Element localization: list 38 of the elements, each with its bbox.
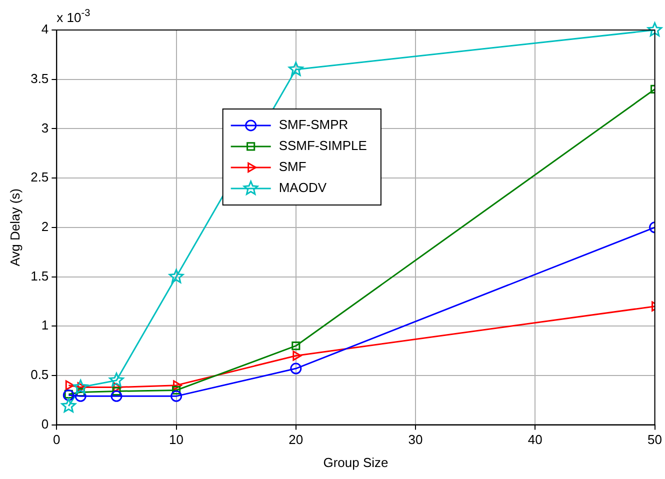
x-axis-title: Group Size <box>323 454 388 470</box>
x-tick-label: 10 <box>169 432 184 448</box>
legend-label: SMF-SMPR <box>278 117 348 132</box>
x-tick-label: 0 <box>53 432 60 448</box>
point <box>172 386 181 395</box>
y-tick-label: 2.5 <box>30 170 49 185</box>
x-tick-label: 40 <box>528 432 542 448</box>
point <box>61 398 76 412</box>
point <box>292 342 300 350</box>
x-tick-label: 20 <box>288 432 304 448</box>
point <box>647 22 662 36</box>
point <box>73 380 88 394</box>
point <box>109 372 124 387</box>
y-axis-title: Avg Delay (s) <box>7 188 22 266</box>
point <box>168 269 184 284</box>
y-tick-label: 0 <box>41 416 49 432</box>
point <box>290 362 302 374</box>
legend-label: SSMF-SIMPLE <box>278 138 368 154</box>
point <box>64 390 73 398</box>
y-tick-label: 3.5 <box>30 70 49 86</box>
point <box>288 62 304 76</box>
x-tick-label: 50 <box>648 432 662 448</box>
point <box>62 389 74 401</box>
y-tick-label: 1 <box>41 318 49 333</box>
point <box>170 390 182 402</box>
legend-label: MAODV <box>278 180 327 196</box>
y-tick-label: 3 <box>41 120 49 136</box>
legend-label: SMF <box>278 159 306 174</box>
point <box>74 390 86 402</box>
y-tick-label: 0.5 <box>30 367 49 382</box>
y-tick-label: 1.5 <box>30 268 49 284</box>
y-tick-label: 2 <box>41 218 49 234</box>
point <box>112 386 121 396</box>
y-tick-label: 4 <box>41 22 49 37</box>
x-tick-label: 30 <box>408 432 423 448</box>
point <box>173 380 182 390</box>
point <box>65 380 74 390</box>
point <box>110 390 122 402</box>
